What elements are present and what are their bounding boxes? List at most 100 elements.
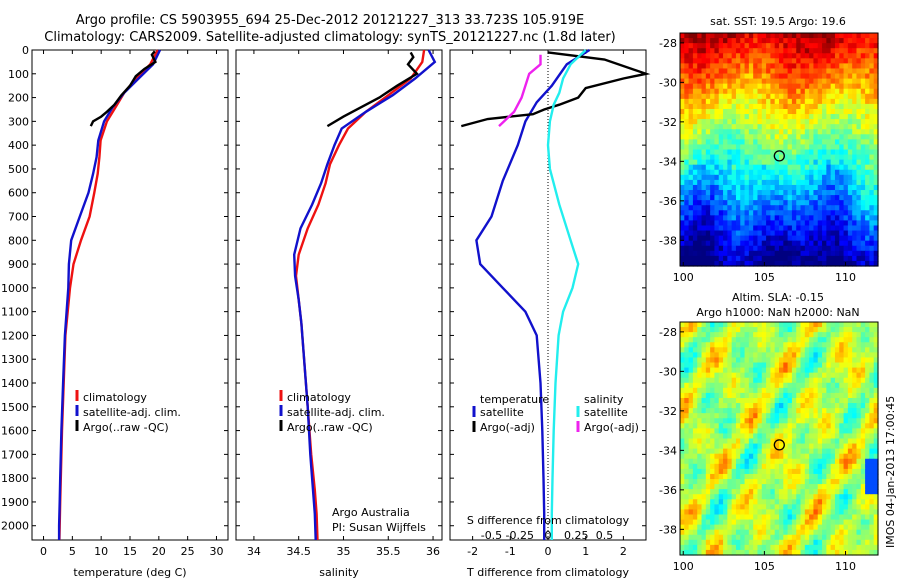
- map-cell: [822, 179, 827, 186]
- map-cell: [830, 144, 836, 151]
- map-cell: [783, 484, 789, 490]
- map-cell: [852, 73, 858, 80]
- map-cell: [873, 144, 879, 151]
- map-cell: [766, 88, 771, 95]
- map-cell: [697, 418, 703, 424]
- map-cell: [761, 337, 767, 343]
- map-cell: [800, 489, 806, 495]
- map-cell: [822, 169, 827, 176]
- map-cell: [684, 63, 690, 70]
- map-cell: [813, 108, 819, 115]
- map-cell: [757, 159, 763, 166]
- map-cell: [860, 73, 866, 80]
- map-cell: [809, 509, 815, 516]
- map-cell: [731, 468, 737, 475]
- map-cell: [865, 38, 870, 44]
- map-cell: [856, 423, 862, 429]
- map-cell: [680, 549, 685, 556]
- map-cell: [865, 53, 870, 59]
- map-cell: [744, 114, 750, 120]
- x-tick-label: 105: [754, 271, 775, 284]
- map-cell: [796, 149, 802, 156]
- map-cell: [860, 524, 866, 531]
- map-cell: [800, 337, 806, 343]
- map-cell: [873, 372, 879, 379]
- map-cell: [718, 225, 724, 232]
- map-cell: [783, 33, 789, 39]
- map-cell: [834, 494, 840, 500]
- map-cell: [766, 220, 771, 227]
- map-cell: [744, 63, 750, 70]
- map-cell: [796, 38, 802, 44]
- map-cell: [766, 544, 771, 551]
- map-cell: [753, 428, 759, 435]
- map-cell: [697, 93, 703, 100]
- map-cell: [766, 337, 771, 343]
- map-cell: [783, 327, 789, 333]
- map-cell: [701, 403, 707, 409]
- map-cell: [766, 519, 771, 526]
- map-cell: [770, 205, 776, 211]
- map-cell: [856, 124, 862, 130]
- map-cell: [791, 544, 797, 551]
- map-cell: [856, 190, 862, 196]
- legend-entry: climatology: [287, 391, 351, 404]
- map-cell: [753, 230, 759, 237]
- map-cell: [873, 240, 879, 247]
- map-cell: [727, 433, 733, 440]
- map-cell: [830, 443, 836, 450]
- map-cell: [787, 453, 793, 460]
- map-cell: [839, 129, 845, 135]
- map-cell: [714, 322, 720, 328]
- map-cell: [834, 458, 840, 465]
- map-cell: [770, 377, 776, 384]
- map-cell: [705, 129, 711, 135]
- map-cell: [834, 235, 840, 242]
- map-cell: [830, 448, 836, 455]
- map-cell: [779, 205, 784, 211]
- map-cell: [680, 524, 685, 531]
- map-cell: [800, 184, 806, 191]
- map-cell: [710, 195, 716, 201]
- map-cell: [753, 108, 759, 115]
- map-cell: [718, 240, 724, 247]
- map-cell: [723, 382, 728, 389]
- map-cell: [809, 58, 815, 64]
- map-cell: [705, 164, 711, 171]
- map-cell: [727, 139, 733, 146]
- map-cell: [869, 423, 875, 429]
- map-cell: [731, 149, 737, 156]
- map-cell: [753, 220, 759, 227]
- map-cell: [800, 260, 806, 267]
- map-cell: [770, 433, 776, 440]
- map-cell: [813, 63, 819, 70]
- map-cell: [856, 377, 862, 384]
- map-cell: [787, 509, 793, 516]
- map-cell: [766, 524, 771, 531]
- map-cell: [697, 322, 703, 328]
- map-cell: [727, 93, 733, 100]
- map-cell: [697, 255, 703, 262]
- map-cell: [710, 489, 716, 495]
- map-cell: [779, 458, 784, 465]
- map-cell: [843, 129, 849, 135]
- map-cell: [692, 119, 698, 125]
- map-cell: [791, 235, 797, 242]
- map-cell: [869, 63, 875, 70]
- map-cell: [697, 382, 703, 389]
- map-cell: [710, 73, 716, 80]
- map-cell: [723, 489, 728, 495]
- map-cell: [813, 129, 819, 135]
- map-cell: [680, 332, 685, 338]
- map-cell: [826, 63, 832, 70]
- map-cell: [822, 88, 827, 95]
- map-cell: [740, 413, 746, 419]
- map-cell: [822, 83, 827, 90]
- map-cell: [839, 240, 845, 247]
- map-cell: [723, 387, 728, 394]
- map-cell: [813, 38, 819, 44]
- map-cell: [822, 225, 827, 232]
- map-cell: [869, 327, 875, 333]
- map-cell: [748, 544, 754, 551]
- map-cell: [869, 418, 875, 424]
